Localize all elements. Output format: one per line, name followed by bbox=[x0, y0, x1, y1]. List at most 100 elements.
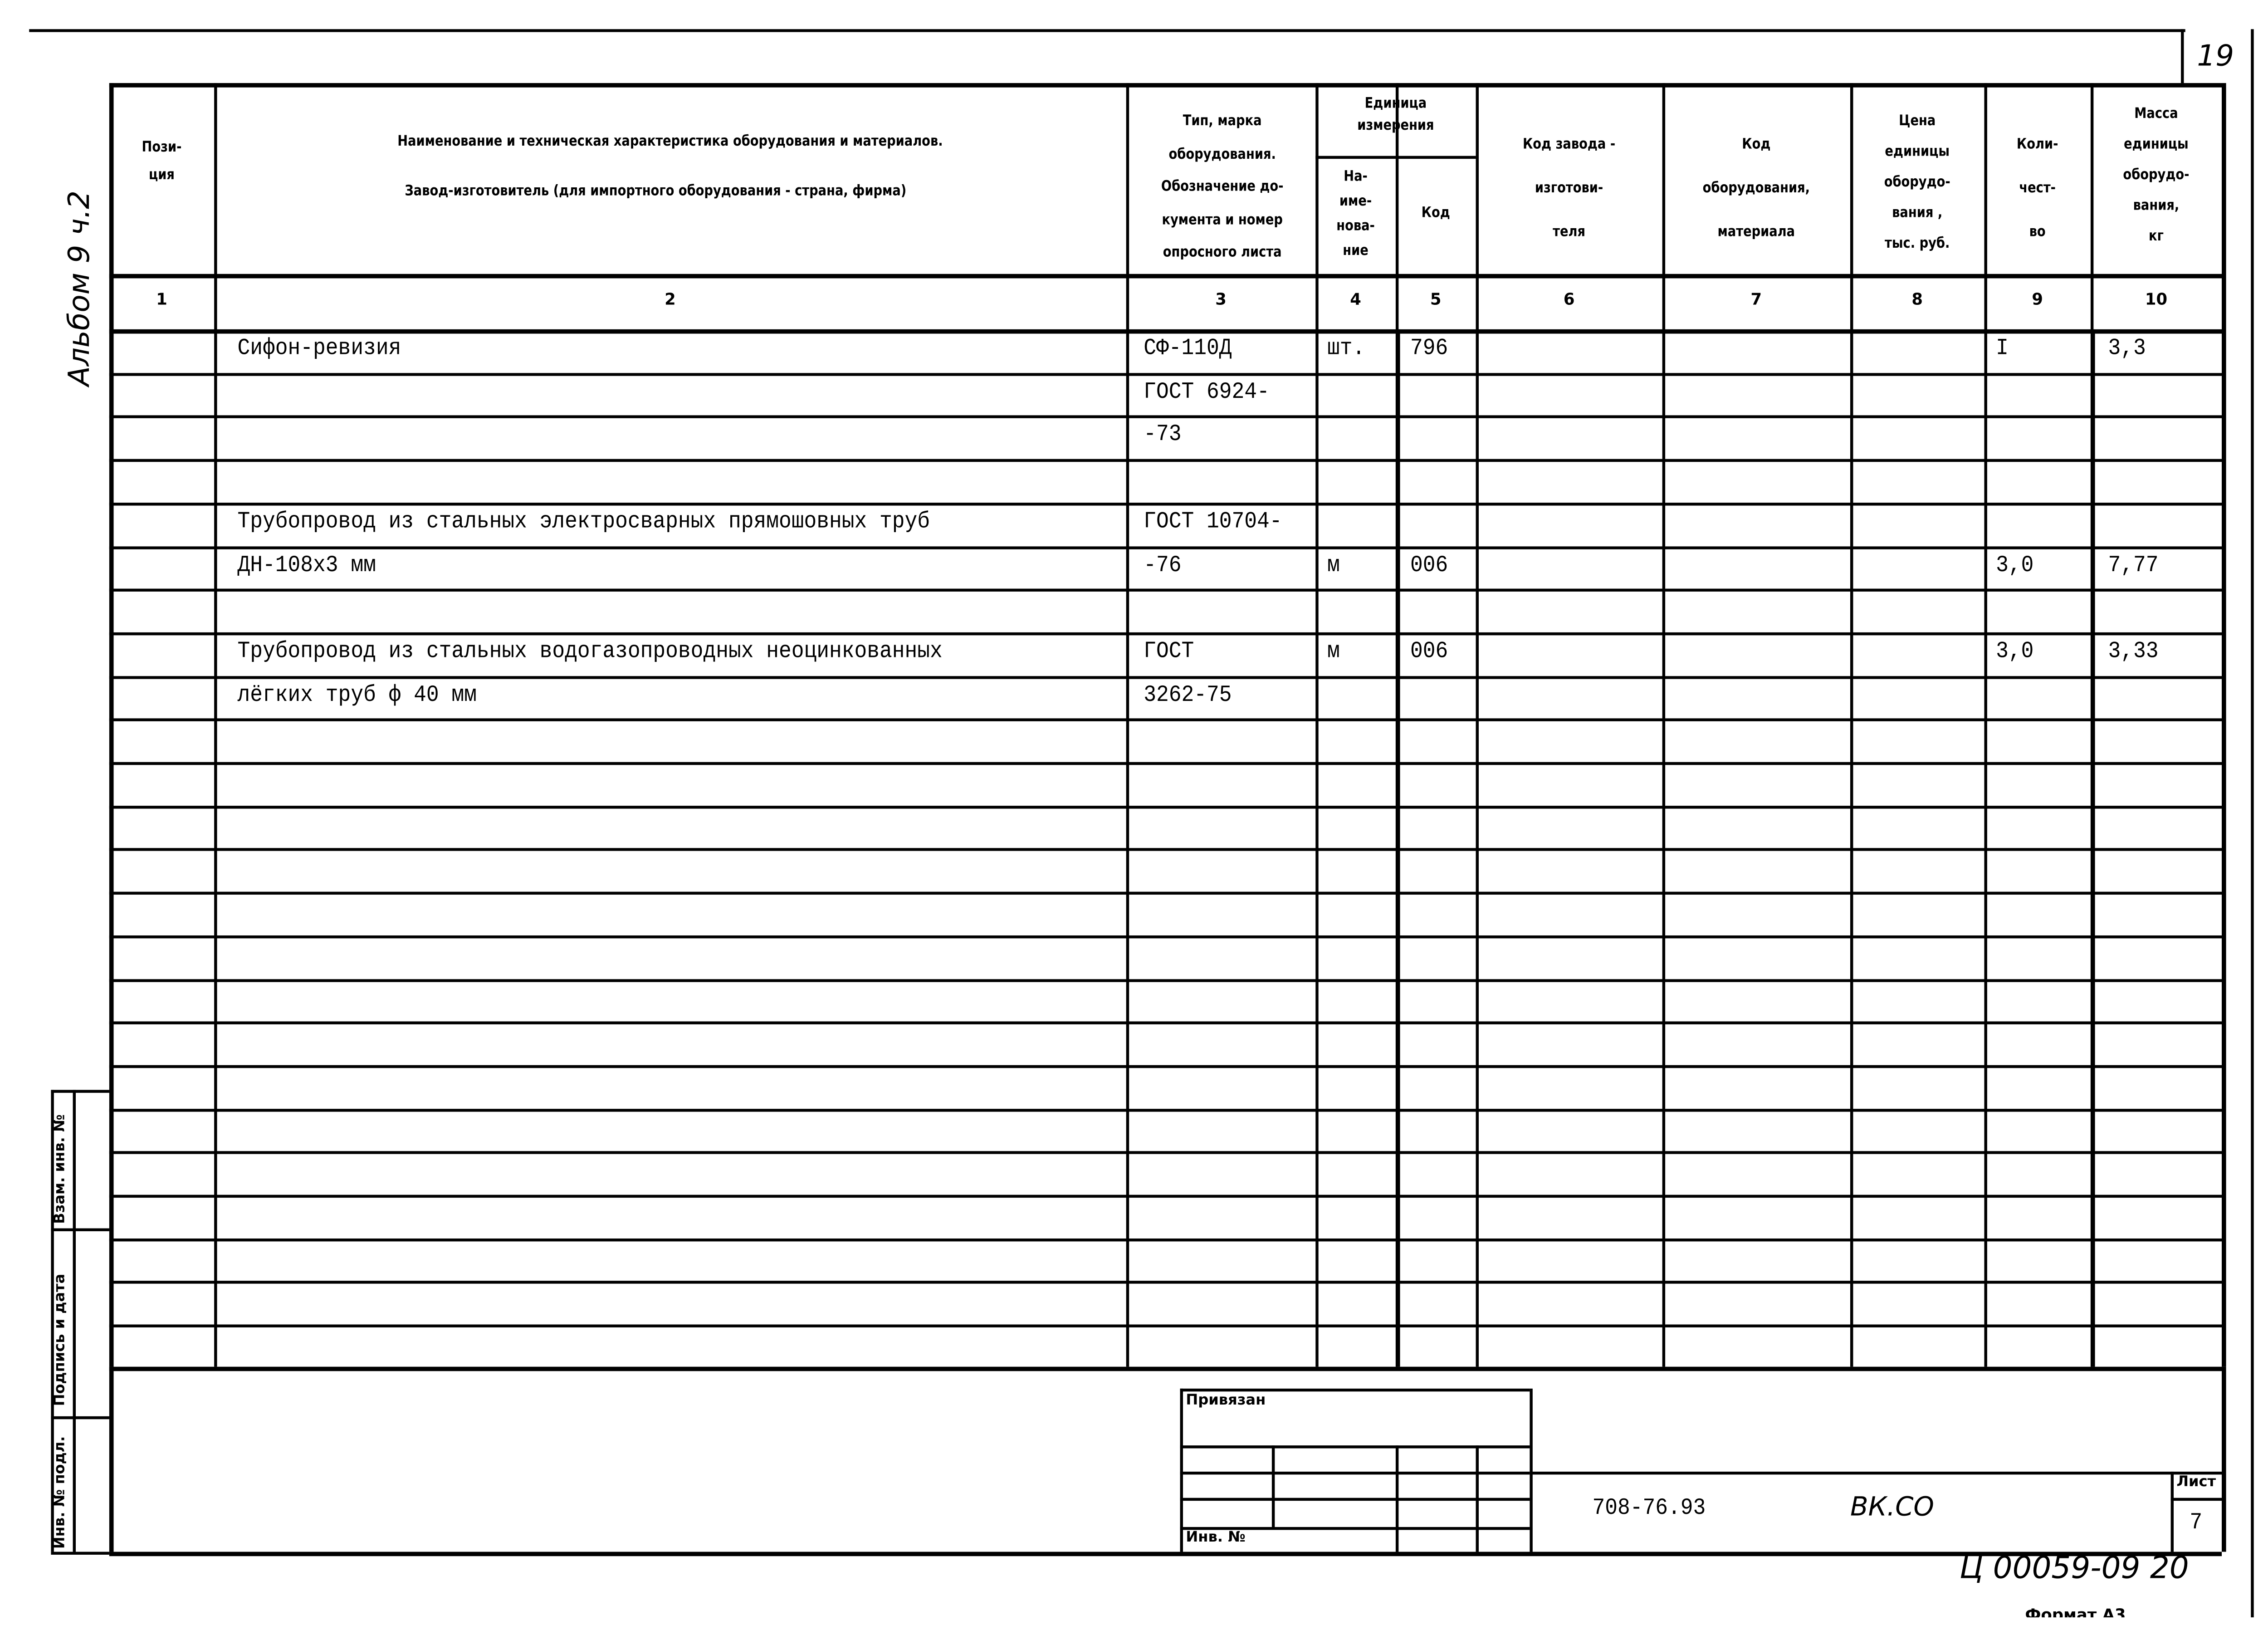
grid-line bbox=[1395, 329, 1400, 1367]
row-line bbox=[109, 1151, 2222, 1154]
cell-type: -73 bbox=[1144, 421, 1182, 448]
grid-line bbox=[1180, 1388, 1183, 1552]
grid-line bbox=[109, 83, 114, 1367]
handwritten-page: 19 bbox=[2197, 38, 2234, 73]
column-number: 5 bbox=[1430, 290, 1442, 309]
grid-line bbox=[1180, 1388, 1530, 1392]
grid-line bbox=[1180, 1498, 1530, 1501]
cell-mass: 3,33 bbox=[2108, 638, 2159, 665]
header-quantity: Коли- чест- во bbox=[2016, 137, 2058, 240]
cell-name: ДН-108х3 мм bbox=[237, 551, 376, 578]
header-unit: Единица измерения bbox=[1357, 96, 1434, 134]
cell-code: 006 bbox=[1410, 551, 1448, 578]
row-line bbox=[109, 1324, 2222, 1327]
grid-line bbox=[1271, 1445, 1275, 1527]
row-line bbox=[109, 588, 2222, 592]
cell-qty: I bbox=[1996, 335, 2009, 362]
column-number: 2 bbox=[665, 290, 676, 309]
row-line bbox=[109, 676, 2222, 679]
row-line bbox=[109, 415, 2222, 418]
table-top bbox=[109, 83, 2222, 88]
column-number: 8 bbox=[1911, 290, 1923, 309]
grid-line bbox=[2221, 83, 2226, 1367]
column-number: 6 bbox=[1563, 290, 1575, 309]
header-equipment-code: Код оборудования, материала bbox=[1702, 137, 1810, 240]
row-line bbox=[109, 979, 2222, 982]
header-name-line2: Завод-изготовитель (для импортного обору… bbox=[405, 183, 907, 200]
row-line bbox=[109, 1238, 2222, 1242]
document-code: 708-76.93 bbox=[1592, 1495, 1706, 1522]
section-code: ВК.СО bbox=[1850, 1492, 1934, 1523]
column-number: 7 bbox=[1750, 290, 1762, 309]
cell-qty: 3,0 bbox=[1996, 551, 2034, 578]
grid-line bbox=[2090, 329, 2095, 1367]
row-line bbox=[109, 891, 2222, 895]
cell-unit: шт. bbox=[1327, 335, 1365, 362]
row-line bbox=[109, 1281, 2222, 1284]
grid-line bbox=[51, 1090, 109, 1093]
format-label: Формат А3 bbox=[2025, 1606, 2126, 1618]
grid-line bbox=[1476, 1445, 1479, 1552]
cell-type: СФ-110Д bbox=[1144, 335, 1232, 362]
grid-line bbox=[109, 329, 2222, 334]
header-name-line1: Наименование и техническая характеристик… bbox=[397, 134, 943, 150]
grid-line bbox=[1315, 156, 1476, 159]
cell-type: 3262-75 bbox=[1144, 681, 1232, 708]
column-number: 3 bbox=[1215, 290, 1227, 309]
row-line bbox=[109, 1194, 2222, 1198]
header-position: Пози- ция bbox=[142, 140, 182, 184]
grid-line bbox=[1850, 83, 1853, 1367]
grid-line bbox=[1395, 1445, 1399, 1552]
sheet-right-border bbox=[2251, 29, 2253, 1618]
grid-line bbox=[1530, 1471, 2222, 1475]
column-number: 1 bbox=[156, 290, 167, 309]
row-line bbox=[109, 935, 2222, 939]
column-number: 10 bbox=[2145, 290, 2168, 309]
row-line bbox=[109, 632, 2222, 636]
row-line bbox=[109, 1021, 2222, 1024]
sheet-number: 7 bbox=[2190, 1509, 2203, 1536]
grid-line bbox=[1180, 1445, 1530, 1449]
cell-name: Трубопровод из стальных водогазопроводны… bbox=[237, 638, 943, 665]
grid-line bbox=[109, 274, 2222, 279]
header-type: Тип, марка оборудования. Обозначение до-… bbox=[1161, 113, 1284, 261]
cell-mass: 7,77 bbox=[2108, 551, 2159, 578]
sheet-top-line bbox=[29, 29, 2185, 32]
cell-type: ГОСТ 10704- bbox=[1144, 508, 1282, 535]
grid-line bbox=[51, 1416, 109, 1420]
cell-unit: м bbox=[1327, 551, 1340, 578]
column-number: 9 bbox=[2032, 290, 2043, 309]
grid-line bbox=[51, 1228, 109, 1231]
row-line bbox=[109, 503, 2222, 506]
cell-type: -76 bbox=[1144, 551, 1182, 578]
handwritten-album: Альбом 9 ч.2 bbox=[61, 190, 96, 387]
header-price: Цена единицы оборудо- вания , тыс. руб. bbox=[1884, 113, 1950, 252]
cell-code: 796 bbox=[1410, 335, 1448, 362]
row-line bbox=[109, 373, 2222, 376]
grid-line bbox=[2170, 1498, 2222, 1501]
grid-line bbox=[1662, 83, 1666, 1367]
row-line bbox=[109, 848, 2222, 851]
grid-line bbox=[1315, 83, 1319, 1367]
sheet-label: Лист bbox=[2176, 1474, 2216, 1491]
grid-line bbox=[1984, 83, 1987, 1367]
frame-bottom bbox=[109, 1552, 2222, 1557]
grid-line bbox=[1530, 1388, 1533, 1552]
header-unit-code: Код bbox=[1421, 205, 1450, 222]
header-factory-code: Код завода - изготови- теля bbox=[1522, 137, 1616, 240]
margin-replace-inv: Взам. инв. № bbox=[52, 1114, 68, 1224]
header-mass: Масса единицы оборудо- вания, кг bbox=[2123, 106, 2190, 245]
row-line bbox=[109, 1109, 2222, 1112]
header-unit-name: На- име- нова- ние bbox=[1336, 169, 1375, 259]
grid-line bbox=[109, 1366, 114, 1552]
cell-name: Трубопровод из стальных электросварных п… bbox=[237, 508, 930, 535]
cell-qty: 3,0 bbox=[1996, 638, 2034, 665]
cell-type: ГОСТ 6924- bbox=[1144, 378, 1270, 405]
grid-line bbox=[1126, 83, 1129, 1367]
grid-line bbox=[51, 1090, 54, 1552]
grid-line bbox=[2170, 1471, 2174, 1552]
cell-unit: м bbox=[1327, 638, 1340, 665]
row-line bbox=[109, 718, 2222, 721]
grid-line bbox=[1180, 1527, 1530, 1530]
